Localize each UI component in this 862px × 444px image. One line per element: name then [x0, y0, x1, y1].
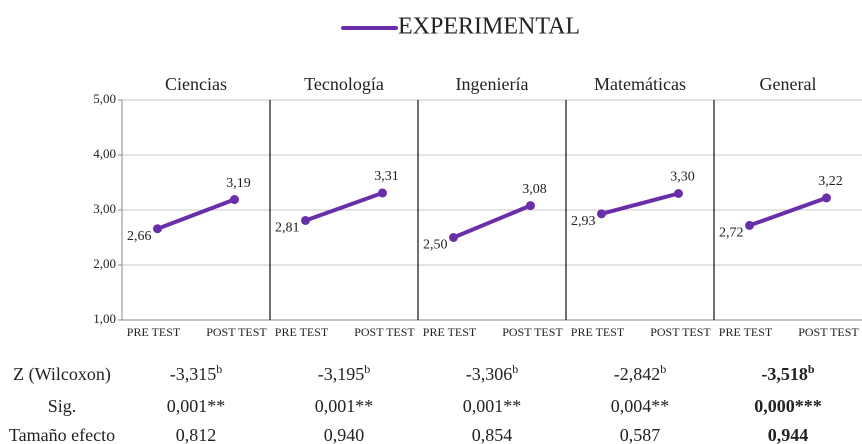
series-line [601, 191, 679, 216]
x-tick-label: PRE TEST [275, 325, 329, 339]
cell-value: 0,001** [463, 396, 522, 416]
cell-value: -3,518 [761, 364, 808, 384]
cell-value: 0,854 [472, 425, 513, 444]
point [301, 215, 311, 225]
x-tick-label: PRE TEST [127, 325, 181, 339]
cell-value: 0,944 [768, 425, 809, 444]
table-cell: 0,812 [176, 425, 217, 444]
point [525, 201, 535, 211]
panel-title: Ingeniería [456, 74, 529, 94]
panel-title: Tecnología [304, 74, 384, 94]
series-line [748, 196, 828, 228]
cell-value: 0,000*** [754, 396, 822, 416]
value-label: 2,50 [423, 238, 448, 253]
point [745, 220, 755, 230]
point [821, 193, 831, 203]
cell-value: 0,001** [167, 396, 226, 416]
cell-value: 0,001** [315, 396, 374, 416]
cell-superscript: b [660, 362, 666, 376]
cell-superscript: b [808, 362, 815, 376]
y-tick-label: 5,00 [93, 91, 116, 106]
point [377, 188, 387, 198]
point [449, 233, 459, 242]
value-label: 3,30 [670, 170, 695, 185]
cell-superscript: b [364, 362, 370, 376]
value-label: 3,22 [818, 174, 843, 189]
y-tick-label: 1,00 [93, 311, 116, 326]
cell-value: 0,004** [611, 396, 670, 416]
y-tick-label: 4,00 [93, 146, 116, 161]
x-tick-label: POST TEST [502, 325, 563, 339]
table-cell: -3,306b [466, 362, 519, 384]
series-line [452, 203, 532, 240]
panel-title: General [760, 74, 817, 94]
x-tick-label: PRE TEST [571, 325, 625, 339]
value-label: 3,31 [374, 169, 399, 184]
y-tick-label: 3,00 [93, 201, 116, 216]
cell-value: 0,587 [620, 425, 661, 444]
point [673, 189, 683, 198]
x-tick-label: PRE TEST [423, 325, 477, 339]
table-cell: 0,854 [472, 425, 513, 444]
row-label: Z (Wilcoxon) [13, 364, 111, 385]
table-cell: 0,587 [620, 425, 661, 444]
table-cell: -3,518b [761, 362, 815, 384]
point [153, 224, 163, 234]
table-cell: 0,001** [167, 396, 226, 416]
table-cell: 0,004** [611, 396, 670, 416]
x-tick-label: POST TEST [354, 325, 415, 339]
point [229, 195, 239, 205]
x-tick-label: POST TEST [798, 325, 859, 339]
cell-value: 0,812 [176, 425, 217, 444]
y-tick-label: 2,00 [93, 256, 116, 271]
cell-value: 0,940 [324, 425, 365, 444]
row-label: Sig. [48, 396, 77, 416]
table-cell: 0,001** [463, 396, 522, 416]
legend-label: EXPERIMENTAL [398, 14, 580, 40]
point [597, 209, 607, 219]
cell-value: -3,315 [170, 364, 217, 384]
table-cell: -3,315b [170, 362, 223, 384]
table-cell: -3,195b [318, 362, 371, 384]
cell-superscript: b [512, 362, 518, 376]
value-label: 2,81 [275, 221, 300, 236]
table-cell: 0,001** [315, 396, 374, 416]
value-label: 2,66 [127, 229, 152, 244]
cell-superscript: b [216, 362, 222, 376]
table-cell: 0,944 [768, 425, 809, 444]
table-cell: 0,940 [324, 425, 365, 444]
cell-value: -2,842 [614, 364, 661, 384]
value-label: 3,08 [522, 182, 547, 197]
panel-title: Matemáticas [594, 74, 686, 94]
series-line [156, 197, 236, 231]
x-tick-label: POST TEST [650, 325, 711, 339]
series-line [304, 191, 384, 223]
x-tick-label: PRE TEST [719, 325, 773, 339]
row-label: Tamaño efecto [9, 425, 115, 444]
cell-value: -3,195 [318, 364, 365, 384]
value-label: 2,93 [571, 214, 596, 229]
value-label: 3,19 [226, 176, 251, 191]
x-tick-label: POST TEST [206, 325, 267, 339]
value-label: 2,72 [719, 226, 744, 241]
panel-title: Ciencias [165, 74, 227, 94]
table-cell: 0,000*** [754, 396, 822, 416]
table-cell: -2,842b [614, 362, 667, 384]
cell-value: -3,306 [466, 364, 513, 384]
